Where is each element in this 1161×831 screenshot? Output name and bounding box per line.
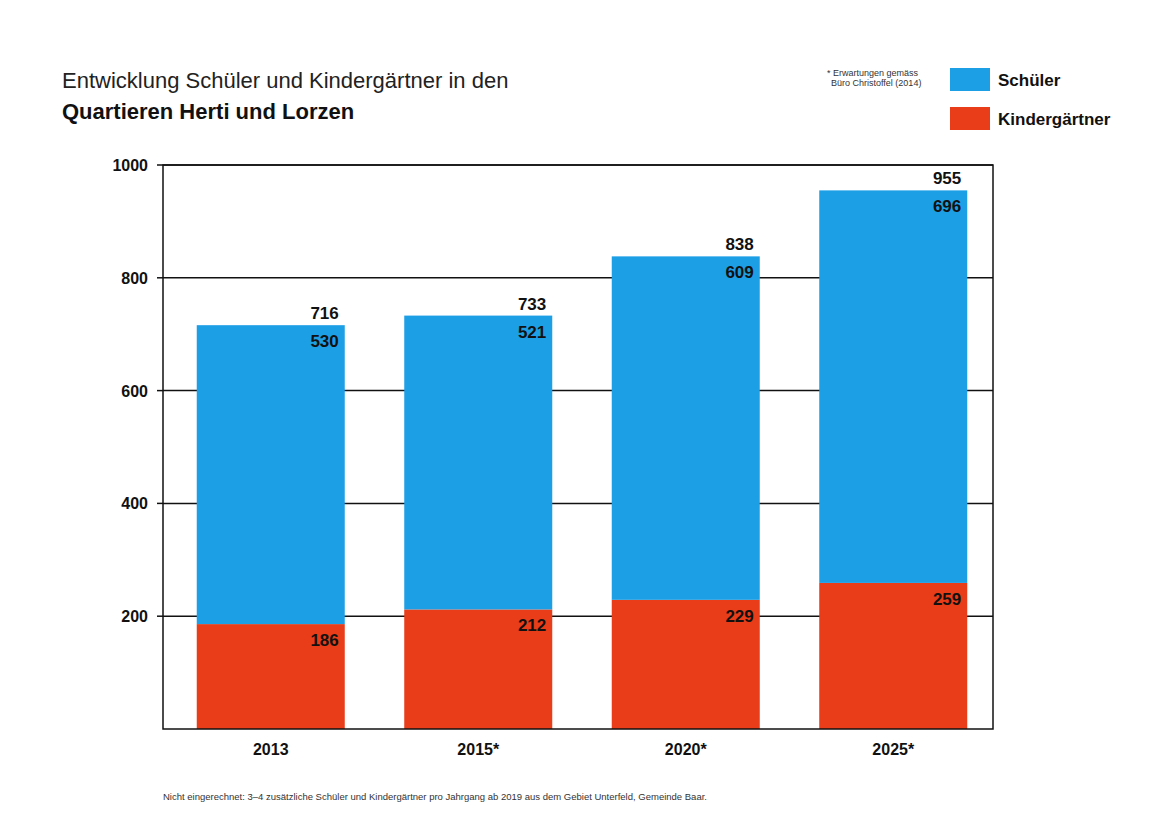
category-label: 2025* — [872, 741, 915, 758]
plot-frame — [163, 165, 993, 729]
bar-segment — [819, 190, 967, 583]
bars — [197, 190, 968, 729]
bar-segment — [197, 325, 345, 624]
tick-label: 1000 — [112, 157, 148, 174]
legend-label: Kindergärtner — [998, 110, 1111, 129]
total-label: 955 — [933, 169, 961, 188]
subtitle: Quartieren Herti und Lorzen — [62, 99, 354, 124]
bar-segment — [612, 256, 760, 599]
data-label: 186 — [310, 631, 338, 650]
footnote: Nicht eingerechnet: 3–4 zusätzliche Schü… — [163, 791, 707, 802]
note: Büro Christoffel (2014) — [831, 78, 921, 88]
legend-label: Schüler — [998, 71, 1061, 90]
bar-segment — [197, 624, 345, 729]
bar-segment — [404, 609, 552, 729]
tick-mark — [157, 390, 163, 392]
data-label: 212 — [518, 616, 546, 635]
data-label: 229 — [725, 607, 753, 626]
bar-segment — [612, 600, 760, 729]
chart-container: Entwicklung Schüler und Kindergärtner in… — [0, 0, 1161, 831]
tick-mark — [157, 615, 163, 617]
title: Entwicklung Schüler und Kindergärtner in… — [62, 68, 508, 93]
data-label: 521 — [518, 323, 546, 342]
tick-label: 800 — [121, 270, 148, 287]
data-label: 530 — [310, 332, 338, 351]
category-label: 2013 — [253, 741, 289, 758]
bar-segment — [404, 316, 552, 610]
legend-swatch — [950, 68, 990, 91]
data-labels: 186 530 716 212 521 733 229 609 838 259 696 955 — [310, 169, 961, 650]
data-label: 609 — [725, 263, 753, 282]
tick-label: 600 — [121, 383, 148, 400]
note: * Erwartungen gemäss — [827, 68, 919, 78]
tick-mark — [157, 277, 163, 279]
data-label: 696 — [933, 197, 961, 216]
data-label: 259 — [933, 590, 961, 609]
bar-segment — [819, 583, 967, 729]
legend-swatch — [950, 107, 990, 130]
legend: Schüler Kindergärtner — [950, 68, 1111, 130]
total-label: 716 — [310, 304, 338, 323]
category-label: 2015* — [457, 741, 500, 758]
tick-mark — [157, 164, 163, 166]
total-label: 733 — [518, 295, 546, 314]
total-label: 838 — [725, 235, 753, 254]
tick-label: 400 — [121, 495, 148, 512]
tick-label: 200 — [121, 608, 148, 625]
chart-svg: Entwicklung Schüler und Kindergärtner in… — [0, 0, 1161, 831]
grid: 200 400 600 800 1000 — [112, 157, 993, 625]
tick-mark — [157, 503, 163, 505]
category-label: 2020* — [665, 741, 708, 758]
